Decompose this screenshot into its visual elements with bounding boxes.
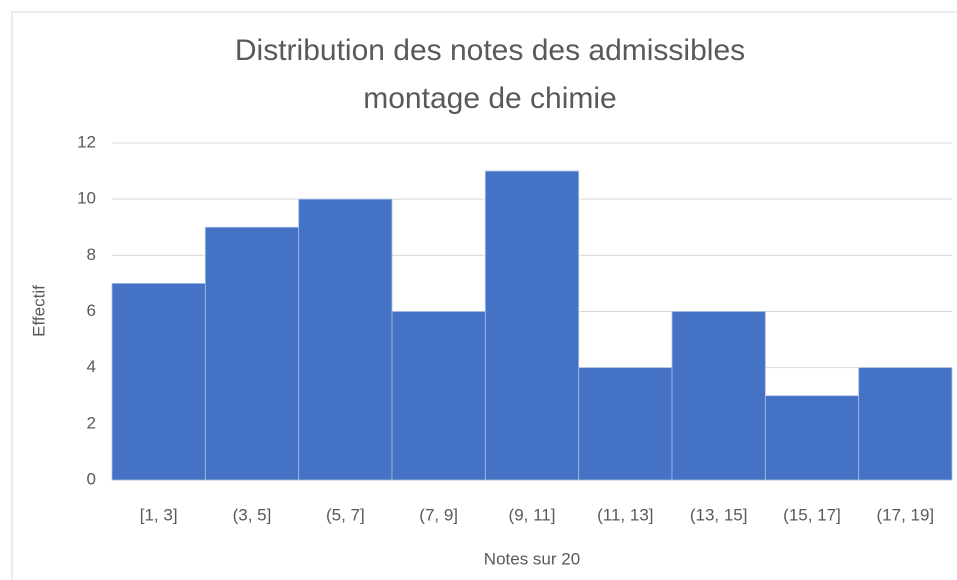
y-tick-label: 10 bbox=[77, 189, 96, 208]
y-tick-label: 4 bbox=[87, 357, 96, 376]
x-axis-label: Notes sur 20 bbox=[484, 549, 580, 568]
y-tick-label: 6 bbox=[87, 301, 96, 320]
x-tick-label: [1, 3] bbox=[140, 505, 178, 524]
x-tick-label: (7, 9] bbox=[419, 505, 458, 524]
bar bbox=[391, 311, 486, 481]
x-tick-label: (9, 11] bbox=[509, 505, 556, 524]
bar bbox=[298, 198, 393, 481]
bar bbox=[111, 283, 206, 481]
x-tick-label: (15, 17] bbox=[783, 505, 841, 524]
chart-title: Distribution des notes des admissibles bbox=[235, 34, 745, 67]
x-tick-label: (5, 7] bbox=[326, 505, 365, 524]
y-tick-label: 12 bbox=[77, 132, 96, 151]
bar bbox=[671, 311, 766, 481]
y-tick-label: 0 bbox=[87, 469, 96, 488]
bar bbox=[858, 367, 953, 481]
y-tick-label: 2 bbox=[87, 413, 96, 432]
bar bbox=[484, 170, 580, 481]
x-tick-label: (3, 5] bbox=[233, 505, 272, 524]
x-tick-label: (13, 15] bbox=[690, 505, 748, 524]
bar bbox=[204, 226, 300, 481]
y-tick-label: 8 bbox=[87, 245, 96, 264]
bar bbox=[578, 367, 673, 481]
x-tick-label: (11, 13] bbox=[597, 505, 653, 524]
x-tick-label: (17, 19] bbox=[877, 505, 935, 524]
chart-title: montage de chimie bbox=[363, 82, 616, 115]
bar bbox=[764, 395, 860, 481]
y-axis-label: Effectif bbox=[29, 285, 48, 337]
